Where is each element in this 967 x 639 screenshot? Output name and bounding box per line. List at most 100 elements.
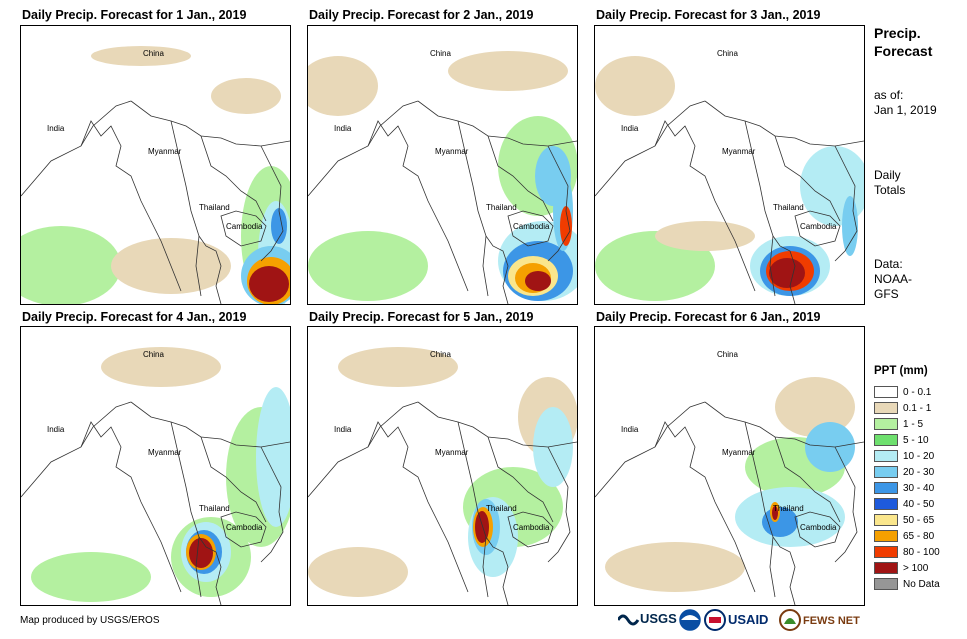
map-label-cambodia: Cambodia <box>800 222 837 231</box>
map-label-thailand: Thailand <box>199 504 230 513</box>
map-label-myanmar: Myanmar <box>148 147 182 156</box>
legend-label: 65 - 80 <box>903 530 935 542</box>
legend-title: PPT (mm) <box>874 365 928 377</box>
legend-item: 30 - 40 <box>874 480 940 496</box>
precip-area <box>308 547 408 597</box>
map-label-china: China <box>430 49 451 58</box>
usaid-text: USAID <box>728 612 768 627</box>
country-borders <box>21 100 290 304</box>
map-label-thailand: Thailand <box>199 203 230 212</box>
border-line <box>457 120 489 297</box>
forecast-map-day-5: China India Myanmar Thailand Cambodia <box>307 326 578 606</box>
border-line <box>485 235 509 304</box>
legend-item: No Data <box>874 576 940 592</box>
side-title: Precip. Forecast <box>874 24 932 60</box>
border-line <box>170 120 202 297</box>
legend-item: 1 - 5 <box>874 416 940 432</box>
as-of-date: as of: Jan 1, 2019 <box>874 88 937 118</box>
precip-layer <box>31 347 290 602</box>
border-line <box>744 421 776 598</box>
legend-swatch <box>874 450 898 462</box>
map-label-india: India <box>47 425 65 434</box>
legend-item: > 100 <box>874 560 940 576</box>
border-line <box>772 235 796 304</box>
precip-area <box>769 258 805 288</box>
map-label-india: India <box>621 425 639 434</box>
precip-area <box>595 56 675 116</box>
legend-item: 0.1 - 1 <box>874 400 940 416</box>
legend-item: 0 - 0.1 <box>874 384 940 400</box>
country-borders <box>21 401 290 605</box>
map-label-china: China <box>717 49 738 58</box>
border-line <box>485 536 509 605</box>
fews-net-text: FEWS NET <box>803 615 860 627</box>
precip-area <box>525 271 551 291</box>
border-line <box>198 235 222 304</box>
border-line <box>654 421 756 593</box>
precip-area <box>211 78 281 114</box>
precip-area <box>271 208 287 244</box>
data-source: Data: NOAA- GFS <box>874 257 912 302</box>
map-label-thailand: Thailand <box>486 203 517 212</box>
panel-title-2: Daily Precip. Forecast for 2 Jan., 2019 <box>309 8 534 22</box>
fews-net-logo: FEWS NET <box>779 609 860 631</box>
usgs-text: USGS <box>640 611 677 626</box>
panel-title-6: Daily Precip. Forecast for 6 Jan., 2019 <box>596 310 821 324</box>
map-label-china: China <box>717 350 738 359</box>
precip-area <box>308 56 378 116</box>
map-label-india: India <box>334 124 352 133</box>
map-label-china: China <box>143 350 164 359</box>
precip-area <box>21 226 121 304</box>
legend-swatch <box>874 482 898 494</box>
legend-swatch <box>874 466 898 478</box>
agency-logos: USGS USAID FEWS NET <box>618 609 860 631</box>
map-label-myanmar: Myanmar <box>435 448 469 457</box>
map-credit: Map produced by USGS/EROS <box>20 615 160 626</box>
border-line <box>198 536 222 605</box>
legend-swatch <box>874 578 898 590</box>
side-title-line1: Precip. <box>874 25 921 41</box>
forecast-map-day-2: China India Myanmar Thailand Cambodia <box>307 25 578 305</box>
border-line <box>80 120 182 292</box>
border-line <box>21 401 132 498</box>
precip-layer <box>308 51 577 301</box>
country-borders <box>595 100 864 304</box>
map-label-cambodia: Cambodia <box>800 523 837 532</box>
border-line <box>547 446 571 563</box>
border-line <box>487 436 554 523</box>
data-source-line3: GFS <box>874 287 899 301</box>
precip-area <box>448 51 568 91</box>
map-label-myanmar: Myanmar <box>148 448 182 457</box>
legend-item: 65 - 80 <box>874 528 940 544</box>
border-line <box>744 120 776 297</box>
legend-item: 10 - 20 <box>874 448 940 464</box>
legend-item: 20 - 30 <box>874 464 940 480</box>
legend-swatch <box>874 546 898 558</box>
border-line <box>200 135 267 222</box>
map-label-cambodia: Cambodia <box>513 222 550 231</box>
precip-area <box>31 552 151 602</box>
border-line <box>704 100 864 147</box>
legend-label: 20 - 30 <box>903 466 935 478</box>
border-line <box>21 100 132 197</box>
as-of-value: Jan 1, 2019 <box>874 103 937 117</box>
border-line <box>487 135 554 222</box>
legend-swatch <box>874 418 898 430</box>
country-borders <box>308 401 577 605</box>
legend-swatch <box>874 530 898 542</box>
legend-swatch <box>874 514 898 526</box>
precip-area <box>256 387 290 527</box>
legend-label: 0.1 - 1 <box>903 402 932 414</box>
border-line <box>507 210 554 247</box>
map-label-india: India <box>334 425 352 434</box>
border-line <box>367 421 469 593</box>
forecast-map-day-3: China India Myanmar Thailand Cambodia <box>594 25 865 305</box>
precip-layer <box>308 347 577 597</box>
legend-label: 1 - 5 <box>903 418 924 430</box>
map-label-cambodia: Cambodia <box>513 523 550 532</box>
totals-line2: Totals <box>874 183 906 197</box>
precip-area <box>560 206 572 246</box>
precip-area <box>842 196 858 256</box>
data-source-line2: NOAA- <box>874 272 913 286</box>
legend-swatch <box>874 498 898 510</box>
